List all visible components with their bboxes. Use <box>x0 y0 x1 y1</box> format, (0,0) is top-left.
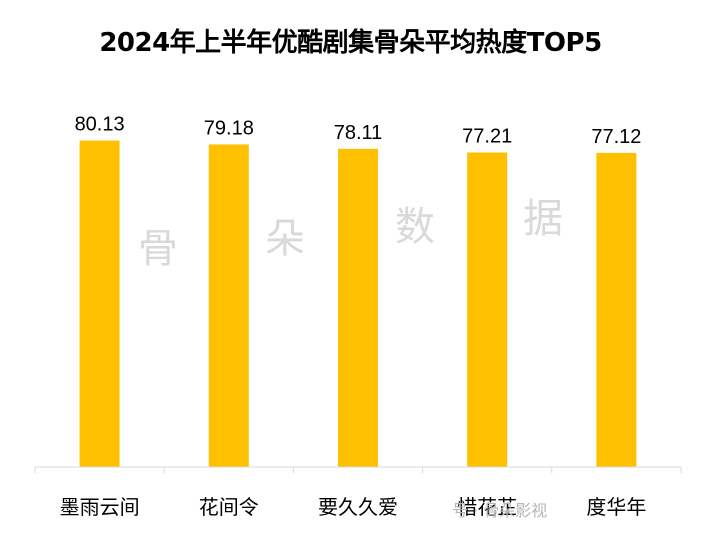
data-label: 77.12 <box>591 126 641 148</box>
watermark-char: 骨 <box>138 226 178 272</box>
chart-title: 2024年上半年优酷剧集骨朵平均热度TOP5 <box>99 28 602 58</box>
x-tick-label: 墨雨云间 <box>60 495 140 519</box>
bar <box>208 144 249 468</box>
footer-watermark: 号 · 骨朵影视 <box>452 501 548 520</box>
x-tick-label: 花间令 <box>199 495 259 519</box>
watermark-char: 据 <box>523 196 563 242</box>
data-label: 79.18 <box>204 117 254 139</box>
data-label: 80.13 <box>75 114 125 136</box>
data-label: 78.11 <box>334 122 383 144</box>
bar <box>596 152 637 467</box>
x-tick-label: 惜花芷 <box>457 495 517 519</box>
x-tick-label: 度华年 <box>586 495 646 519</box>
data-label: 77.21 <box>462 126 512 148</box>
x-tick-label: 要久久爱 <box>318 495 398 519</box>
watermark-char: 数 <box>395 204 435 250</box>
bar <box>79 140 120 468</box>
bar <box>467 152 508 467</box>
bar <box>338 148 378 467</box>
watermark-char: 朵 <box>265 216 305 262</box>
